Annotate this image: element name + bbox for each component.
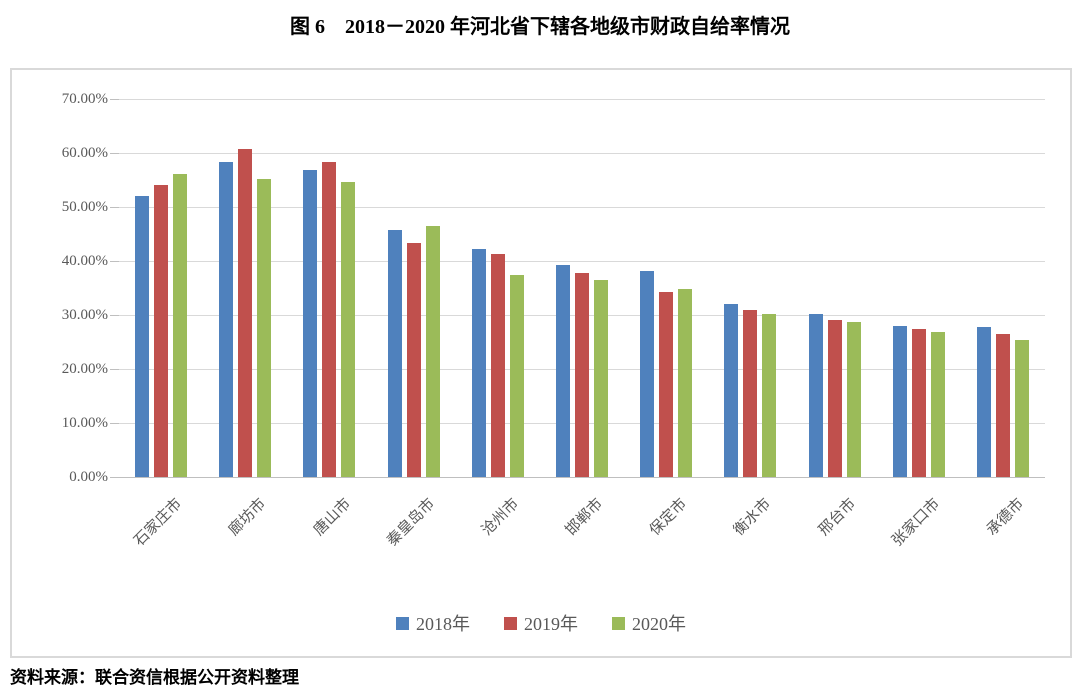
y-axis-tick [110, 477, 119, 478]
y-axis-tick [110, 423, 119, 424]
x-axis-category-label: 唐山市 [310, 495, 354, 539]
bar [154, 185, 169, 477]
bar-group-1 [119, 99, 203, 477]
bar-group-10 [877, 99, 961, 477]
x-axis-labels: 石家庄市 廊坊市 唐山市 秦皇岛市 沧州市 邯郸市 保定市 衡水市 邢台市 张家口市 承德市 [119, 483, 1045, 603]
y-axis-tick-label: 40.00% [61, 253, 108, 269]
bar-group-11 [961, 99, 1045, 477]
chart-title: 图 6 2018－2020 年河北省下辖各地级市财政自给率情况 [290, 16, 790, 38]
bar [575, 273, 590, 477]
x-axis-category-label: 邢台市 [815, 495, 859, 539]
bar [406, 243, 421, 477]
bar-group-7 [624, 99, 708, 477]
bar [640, 270, 655, 477]
y-axis-tick-label: 50.00% [61, 199, 108, 215]
y-axis-tick-label: 0.00% [69, 469, 108, 485]
gridline [119, 153, 1045, 154]
y-axis-tick [110, 153, 119, 154]
bar [509, 275, 524, 477]
gridline [119, 99, 1045, 100]
bar-group-6 [540, 99, 624, 477]
bar [659, 292, 674, 477]
bar [743, 309, 758, 477]
bar [976, 326, 991, 477]
legend-item: 2019年 [504, 610, 578, 636]
legend-swatch-icon [612, 616, 625, 630]
bar [322, 161, 337, 477]
y-axis-tick-label: 20.00% [61, 361, 108, 377]
y-axis-tick [110, 315, 119, 316]
bar [678, 288, 693, 477]
x-axis-category-label: 衡水市 [731, 495, 775, 539]
y-axis-tick-label: 30.00% [61, 307, 108, 323]
x-axis-category-label: 保定市 [647, 495, 691, 539]
chart-frame: 0.00% 10.00% 20.00% 30.00% 40.00% 50.00% 60.00… [10, 68, 1072, 658]
legend-label: 2018年 [416, 614, 470, 634]
gridline [119, 477, 1045, 478]
y-axis-tick [110, 207, 119, 208]
bar-group-3 [287, 99, 371, 477]
legend-swatch-icon [396, 616, 409, 630]
bar [762, 313, 777, 477]
x-axis-category-label: 沧州市 [478, 495, 523, 539]
y-axis-labels: 0.00% 10.00% 20.00% 30.00% 40.00% 50.00% 60.00… [12, 70, 108, 656]
bar-series [119, 99, 1045, 477]
legend-item: 2020年 [612, 610, 686, 636]
x-axis-category-label: 廊坊市 [226, 495, 270, 539]
plot-area [110, 99, 1045, 478]
y-axis-tick-label: 70.00% [61, 91, 108, 107]
bar [594, 280, 609, 477]
legend-item: 2018年 [396, 610, 470, 636]
bar [724, 303, 739, 477]
y-axis-tick [110, 369, 119, 370]
bar [556, 264, 571, 477]
y-axis-tick [110, 99, 119, 100]
source-note: 资料来源：联合资信根据公开资料整理 [10, 668, 299, 687]
bar [930, 331, 945, 477]
bar [303, 169, 318, 477]
x-axis-category-label: 石家庄市 [131, 495, 186, 550]
bar [911, 328, 926, 477]
chart-legend: 2018年 2019年 2020年 [12, 610, 1070, 636]
bar-group-2 [203, 99, 287, 477]
x-axis-category-label: 邯郸市 [563, 495, 607, 539]
bar [490, 253, 505, 477]
bar [387, 229, 402, 477]
bar [846, 322, 861, 477]
bar [341, 181, 356, 477]
y-axis-tick-label: 10.00% [61, 415, 108, 431]
bar [135, 196, 150, 477]
bar [827, 320, 842, 477]
bar-group-8 [708, 99, 792, 477]
bar [219, 161, 234, 477]
y-axis-tick [110, 261, 119, 262]
gridline [119, 261, 1045, 262]
bar-group-5 [456, 99, 540, 477]
bar [238, 148, 253, 477]
x-axis-category-label: 秦皇岛市 [384, 495, 438, 550]
bar [425, 225, 440, 477]
bar [1014, 340, 1029, 477]
bar [995, 333, 1010, 477]
x-axis-category-label: 张家口市 [889, 495, 943, 550]
bar-group-9 [793, 99, 877, 477]
bar [892, 325, 907, 477]
bar [808, 313, 823, 477]
y-axis-tick-label: 60.00% [61, 145, 108, 161]
legend-label: 2020年 [632, 614, 686, 634]
gridline [119, 207, 1045, 208]
legend-swatch-icon [504, 616, 517, 630]
bar-group-4 [372, 99, 456, 477]
legend-label: 2019年 [524, 614, 578, 634]
bar [471, 248, 486, 477]
bar [257, 178, 272, 477]
x-axis-category-label: 承德市 [983, 495, 1028, 539]
bar [173, 173, 188, 477]
